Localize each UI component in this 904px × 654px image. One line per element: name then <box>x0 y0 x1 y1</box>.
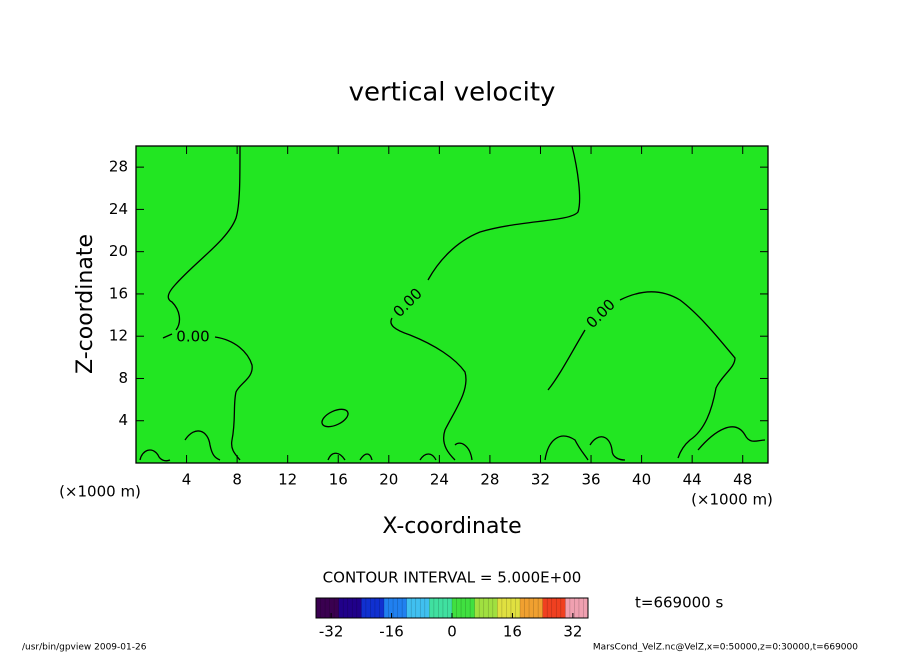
x-tick-label: 48 <box>733 471 752 489</box>
x-tick-label: 44 <box>683 471 702 489</box>
contour-label: 0.00 <box>176 328 209 346</box>
footer-left: /usr/bin/gpview 2009-01-26 <box>22 643 147 653</box>
contour-line <box>390 145 581 461</box>
x-tick-label: 28 <box>480 471 499 489</box>
colorbar-segment <box>384 598 408 618</box>
x-unit-label: (×1000 m) <box>59 483 141 501</box>
y-tick-label: 28 <box>109 158 128 176</box>
time-label: t=669000 s <box>635 594 723 612</box>
y-tick-label: 8 <box>118 369 128 387</box>
colorbar-tick-label: -16 <box>379 623 404 641</box>
colorbar-segment <box>406 598 430 618</box>
contour-line <box>321 408 349 428</box>
colorbar-segment <box>452 598 476 618</box>
y-tick-label: 16 <box>109 284 128 302</box>
contour-line <box>139 426 766 462</box>
colorbar-segment <box>497 598 521 618</box>
colorbar-segment <box>542 598 566 618</box>
colorbar-segment <box>474 598 498 618</box>
x-unit-label: (×1000 m) <box>691 491 773 509</box>
y-tick-label: 12 <box>109 327 128 345</box>
colorbar-segment <box>429 598 453 618</box>
colorbar-segment <box>520 598 544 618</box>
colorbar-segment <box>565 598 589 618</box>
y-tick-label: 24 <box>109 200 128 218</box>
x-axis-title: X-coordinate <box>382 514 521 539</box>
x-tick-label: 24 <box>430 471 449 489</box>
plot-area <box>136 146 768 463</box>
contour-interval: CONTOUR INTERVAL = 5.000E+00 <box>323 569 582 587</box>
x-tick-label: 32 <box>531 471 550 489</box>
y-tick-label: 20 <box>109 242 128 260</box>
colorbar-segment <box>338 598 362 618</box>
contour-line <box>162 333 173 339</box>
y-tick-label: 4 <box>118 411 128 429</box>
contour-line <box>547 291 736 459</box>
x-tick-label: 12 <box>278 471 297 489</box>
chart-title: vertical velocity <box>349 78 556 108</box>
x-tick-label: 8 <box>232 471 242 489</box>
x-tick-label: 4 <box>182 471 192 489</box>
plot-frame <box>135 145 769 464</box>
x-tick-label: 16 <box>329 471 348 489</box>
colorbar-tick-label: 16 <box>503 623 522 641</box>
colorbar-tick-label: 32 <box>563 623 582 641</box>
colorbar-segment <box>316 598 340 618</box>
colorbar-tick-label: -32 <box>319 623 344 641</box>
x-tick-label: 36 <box>581 471 600 489</box>
colorbar-tick-label: 0 <box>447 623 457 641</box>
contour-line <box>167 145 253 461</box>
x-tick-label: 20 <box>379 471 398 489</box>
y-axis-title: Z-coordinate <box>73 234 98 374</box>
x-tick-label: 40 <box>632 471 651 489</box>
contours <box>139 145 766 462</box>
footer-right: MarsCond_VelZ.nc@VelZ,x=0:50000,z=0:3000… <box>593 643 858 653</box>
colorbar-segment <box>361 598 385 618</box>
